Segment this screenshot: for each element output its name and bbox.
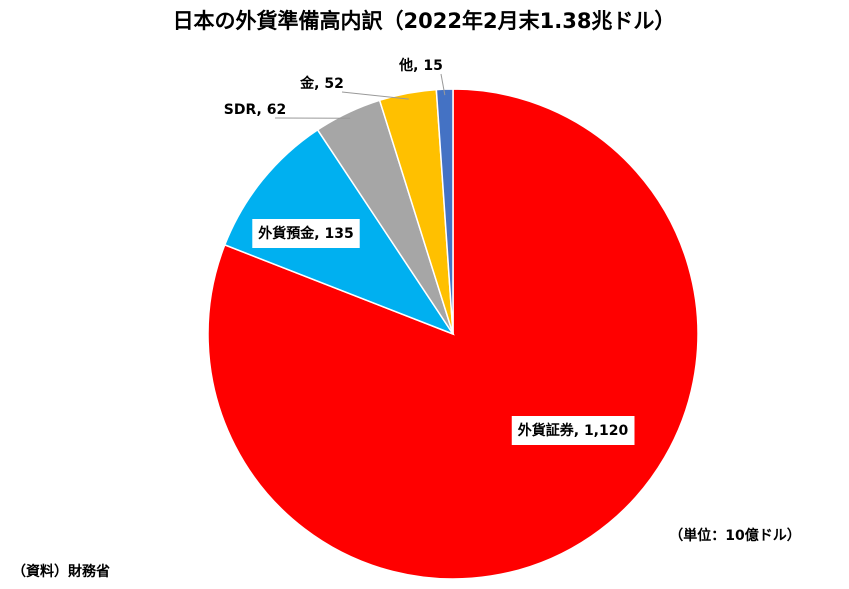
data-label: SDR, 62 xyxy=(224,102,286,118)
pie-slice xyxy=(207,88,699,580)
leader-line xyxy=(440,73,446,96)
unit-note: （単位：10億ドル） xyxy=(669,527,800,544)
pie-slice xyxy=(435,88,454,335)
source-note: （資料）財務省 xyxy=(12,563,110,580)
chart-title: 日本の外貨準備高内訳（2022年2月末1.38兆ドル） xyxy=(173,9,676,33)
data-label: 外貨預金, 135 xyxy=(258,225,353,242)
label-box xyxy=(511,416,635,445)
label-box xyxy=(252,219,360,248)
data-label: 他, 15 xyxy=(398,57,443,74)
leader-line xyxy=(341,91,409,100)
data-label: 外貨証券, 1,120 xyxy=(518,422,629,439)
data-label: 金, 52 xyxy=(299,75,344,92)
